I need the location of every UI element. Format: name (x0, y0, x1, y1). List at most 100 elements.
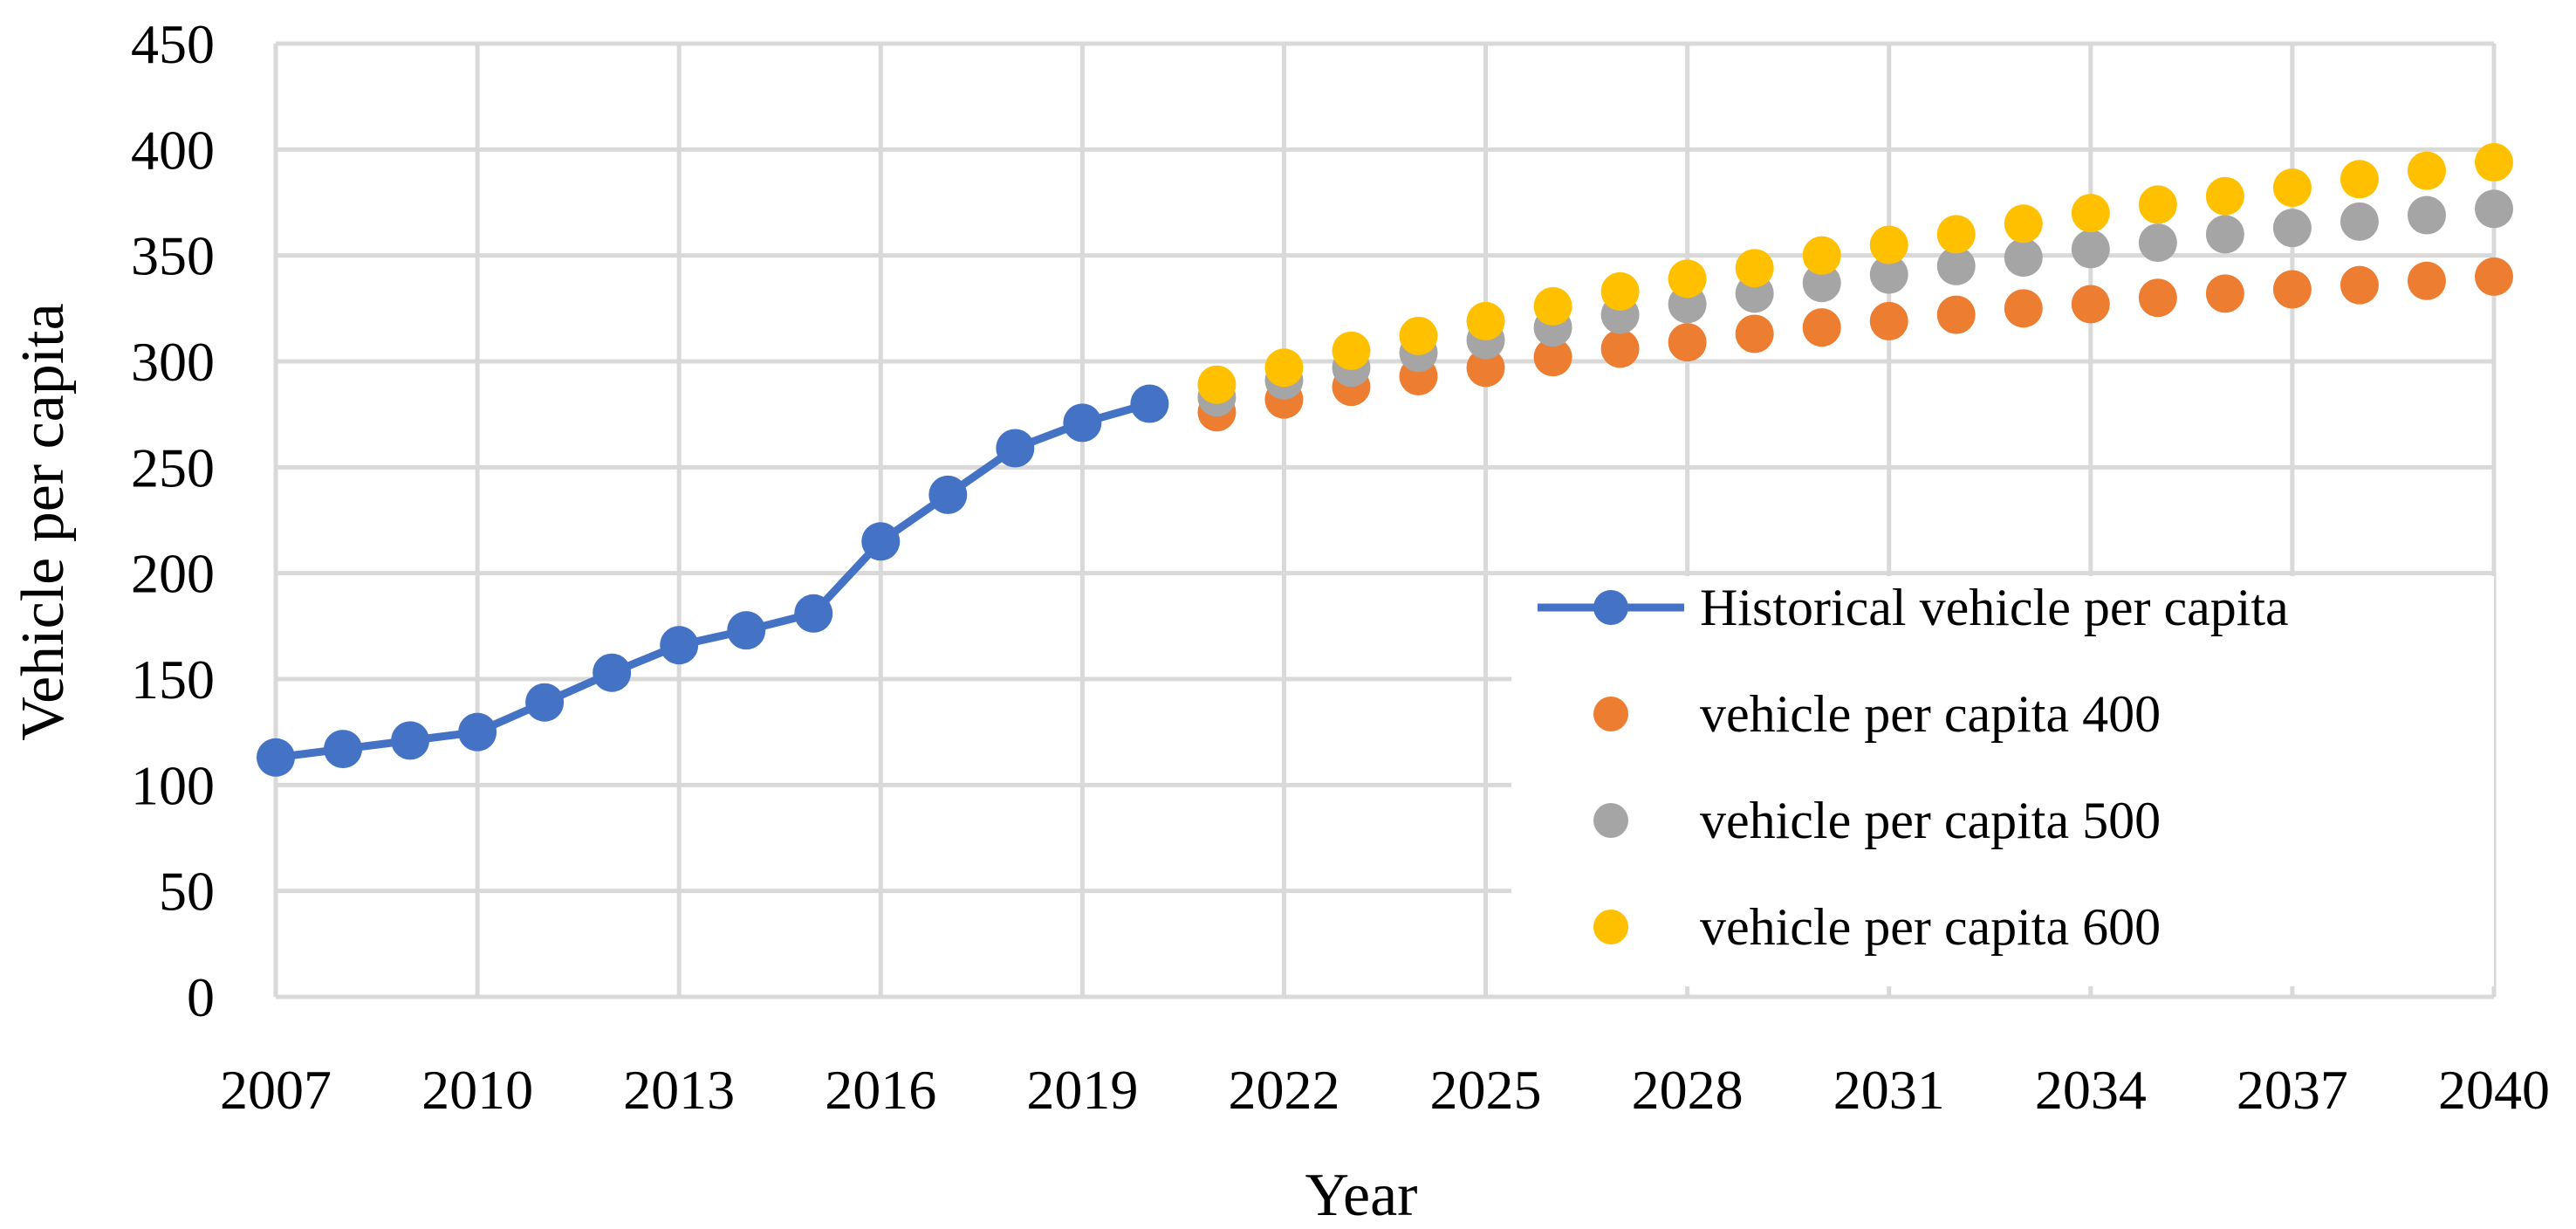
plot-area (257, 142, 2513, 777)
data-point (257, 738, 295, 777)
x-tick-label: 2040 (2438, 1059, 2550, 1121)
data-point (391, 721, 430, 760)
data-point (2407, 151, 2446, 190)
data-point (1735, 249, 1774, 288)
data-point (660, 626, 699, 665)
data-point (1600, 329, 1640, 368)
data-point (2272, 209, 2312, 248)
data-point (1466, 348, 1505, 388)
data-point (794, 594, 833, 633)
data-point (1802, 264, 1841, 303)
legend: Historical vehicle per capita vehicle per… (1511, 576, 2494, 986)
data-point (2004, 204, 2043, 244)
x-tick-label: 2013 (623, 1059, 735, 1121)
data-point (2475, 142, 2513, 182)
data-point (2205, 274, 2244, 313)
x-tick-label: 2016 (825, 1059, 936, 1121)
data-point (324, 730, 363, 769)
x-axis-title: Year (1305, 1162, 1418, 1229)
x-tick-label: 2022 (1228, 1059, 1339, 1121)
data-point (1600, 271, 1640, 311)
data-point (593, 653, 632, 692)
y-tick-label: 50 (159, 861, 215, 923)
legend-marker-swatch (1593, 697, 1628, 731)
data-point (2340, 160, 2379, 199)
data-point (2475, 257, 2513, 296)
y-tick-label: 200 (131, 543, 215, 605)
data-point (1197, 365, 1237, 404)
data-point (1869, 301, 1908, 340)
data-point (1869, 225, 1908, 264)
data-point (2340, 202, 2379, 241)
data-point (2272, 270, 2312, 309)
data-point (2004, 289, 2043, 328)
series-3 (1197, 142, 2513, 404)
series-1 (1197, 257, 2513, 432)
legend-marker-swatch (1593, 590, 1628, 625)
y-tick-label: 450 (131, 13, 215, 75)
y-tick-label: 0 (187, 966, 215, 1028)
legend-label: vehicle per capita 500 (1700, 792, 2161, 849)
y-tick-label: 250 (131, 436, 215, 498)
data-point (2071, 285, 2110, 324)
data-point (2071, 194, 2110, 233)
data-point (2138, 278, 2177, 318)
data-point (1869, 255, 1908, 294)
x-tick-label: 2037 (2237, 1059, 2348, 1121)
data-point (2205, 176, 2244, 216)
grid (273, 41, 2497, 997)
data-point (1668, 259, 1707, 299)
data-point (2272, 168, 2312, 208)
legend-label: vehicle per capita 400 (1700, 685, 2161, 743)
x-tick-label: 2010 (421, 1059, 533, 1121)
data-point (1399, 316, 1438, 355)
data-point (525, 683, 565, 722)
y-tick-label: 150 (131, 649, 215, 711)
legend-label: vehicle per capita 600 (1700, 898, 2161, 956)
data-point (1466, 301, 1505, 340)
legend-marker-swatch (1593, 910, 1628, 944)
data-point (2475, 189, 2513, 229)
x-tick-label: 2025 (1430, 1059, 1542, 1121)
data-point (1735, 314, 1774, 354)
series-2 (1197, 189, 2513, 417)
legend-background (1511, 576, 2494, 986)
data-point (2138, 185, 2177, 224)
data-point (1668, 323, 1707, 362)
data-point (727, 611, 766, 650)
axes: 0 50 100 150 200 250 300 350 400 450 2007 2010 2013 2… (131, 13, 2550, 1121)
data-point (458, 712, 497, 752)
y-tick-label: 350 (131, 225, 215, 287)
data-point (2004, 238, 2043, 278)
x-tick-label: 2019 (1026, 1059, 1138, 1121)
legend-marker-swatch (1593, 803, 1628, 838)
x-tick-label: 2034 (2035, 1059, 2147, 1121)
data-point (1802, 236, 1841, 275)
data-point (1802, 308, 1841, 347)
x-tick-label: 2031 (1833, 1059, 1945, 1121)
data-point (2205, 215, 2244, 254)
data-point (2407, 196, 2446, 235)
y-tick-label: 100 (131, 754, 215, 816)
y-tick-label: 400 (131, 119, 215, 181)
data-point (1264, 348, 1304, 388)
data-point (2340, 265, 2379, 305)
y-tick-label: 300 (131, 331, 215, 393)
data-point (1332, 331, 1371, 370)
y-axis-title: Vehicle per capita (10, 303, 77, 740)
data-point (861, 522, 901, 561)
data-point (928, 475, 968, 514)
data-point (1936, 246, 1976, 285)
data-point (2071, 230, 2110, 269)
data-point (1533, 286, 1572, 326)
data-point (1130, 384, 1169, 423)
data-point (996, 429, 1035, 468)
x-tick-label: 2028 (1632, 1059, 1744, 1121)
data-point (1936, 215, 1976, 254)
legend-label: Historical vehicle per capita (1700, 579, 2289, 636)
data-point (1533, 338, 1572, 377)
data-point (2138, 223, 2177, 263)
data-point (1936, 295, 1976, 334)
data-point (2407, 261, 2446, 300)
